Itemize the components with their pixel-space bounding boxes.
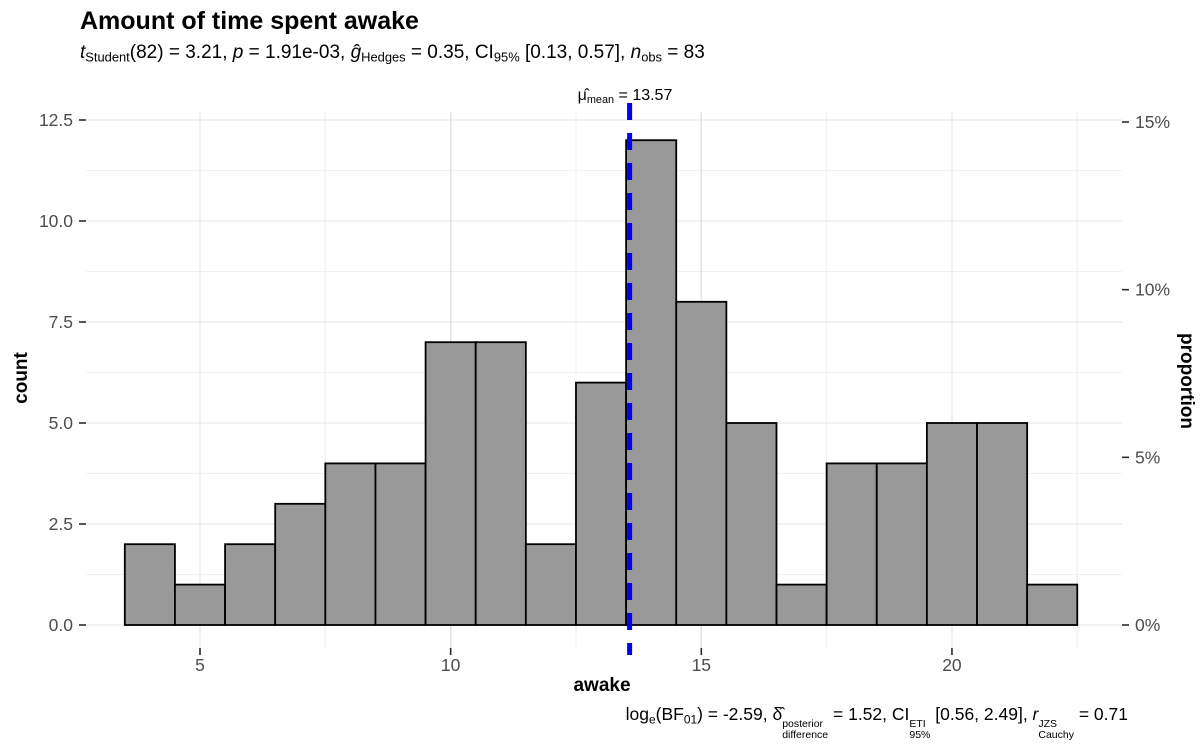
histogram-bar: [274, 502, 327, 626]
bayes-stats-caption: loge(BF01) = -2.59, δ̂ posterior differenc…: [625, 704, 1128, 742]
histogram-bar: [174, 583, 226, 626]
histogram-bar: [524, 543, 577, 626]
x-axis-tick-label: 20: [942, 655, 962, 675]
x-axis-tick-label: 10: [441, 655, 461, 675]
y-axis-right-tick-label: 5%: [1135, 447, 1160, 467]
histogram-bar: [825, 462, 878, 626]
y-axis-right-tick-label: 10%: [1135, 280, 1170, 300]
y-axis-left-tick-label: 7.5: [49, 312, 73, 332]
histogram-bar: [675, 300, 728, 626]
plot-title: Amount of time spent awake: [80, 7, 419, 35]
stacked-script: posterior difference: [782, 717, 829, 742]
histogram-bar: [925, 422, 978, 626]
y-axis-right-tick-label: 15%: [1135, 112, 1170, 132]
histogram-bar: [374, 462, 427, 626]
mean-annotation-label: μ̂mean = 13.57: [577, 87, 673, 107]
histogram-bar: [976, 422, 1029, 626]
x-axis-tick-label: 5: [195, 655, 205, 675]
x-axis-tick-label: 15: [692, 655, 711, 675]
y-axis-left-tick-label: 2.5: [49, 514, 73, 534]
histogram-bar: [324, 462, 377, 626]
y-axis-title-count: count: [11, 352, 32, 404]
y-axis-left-tick-label: 10.0: [39, 211, 73, 231]
y-axis-left-tick-label: 0.0: [49, 615, 74, 635]
y-axis-left-tick-label: 12.5: [39, 110, 73, 130]
histogram-bar: [224, 543, 277, 626]
histogram-bar: [725, 422, 778, 626]
histogram-bar: [424, 341, 477, 626]
y-axis-left-tick-label: 5.0: [49, 413, 74, 433]
plot-subtitle-stats: tStudent(82) = 3.21, p = 1.91e-03, ĝHed…: [80, 42, 705, 65]
histogram-bar: [625, 139, 678, 626]
histogram-bar: [775, 583, 828, 626]
histogram-bar: [1026, 583, 1079, 626]
stacked-script: JZS Cauchy: [1038, 717, 1074, 742]
stacked-script: ETI 95%: [909, 717, 931, 742]
histogram-bar: [575, 381, 628, 626]
x-axis-title-awake: awake: [573, 675, 631, 696]
y-axis-title-proportion: proportion: [1176, 332, 1197, 430]
histogram-bar: [875, 462, 928, 626]
y-axis-right-tick-label: 0%: [1135, 615, 1160, 635]
histogram-bar: [123, 543, 176, 626]
histogram-bar: [474, 341, 527, 626]
